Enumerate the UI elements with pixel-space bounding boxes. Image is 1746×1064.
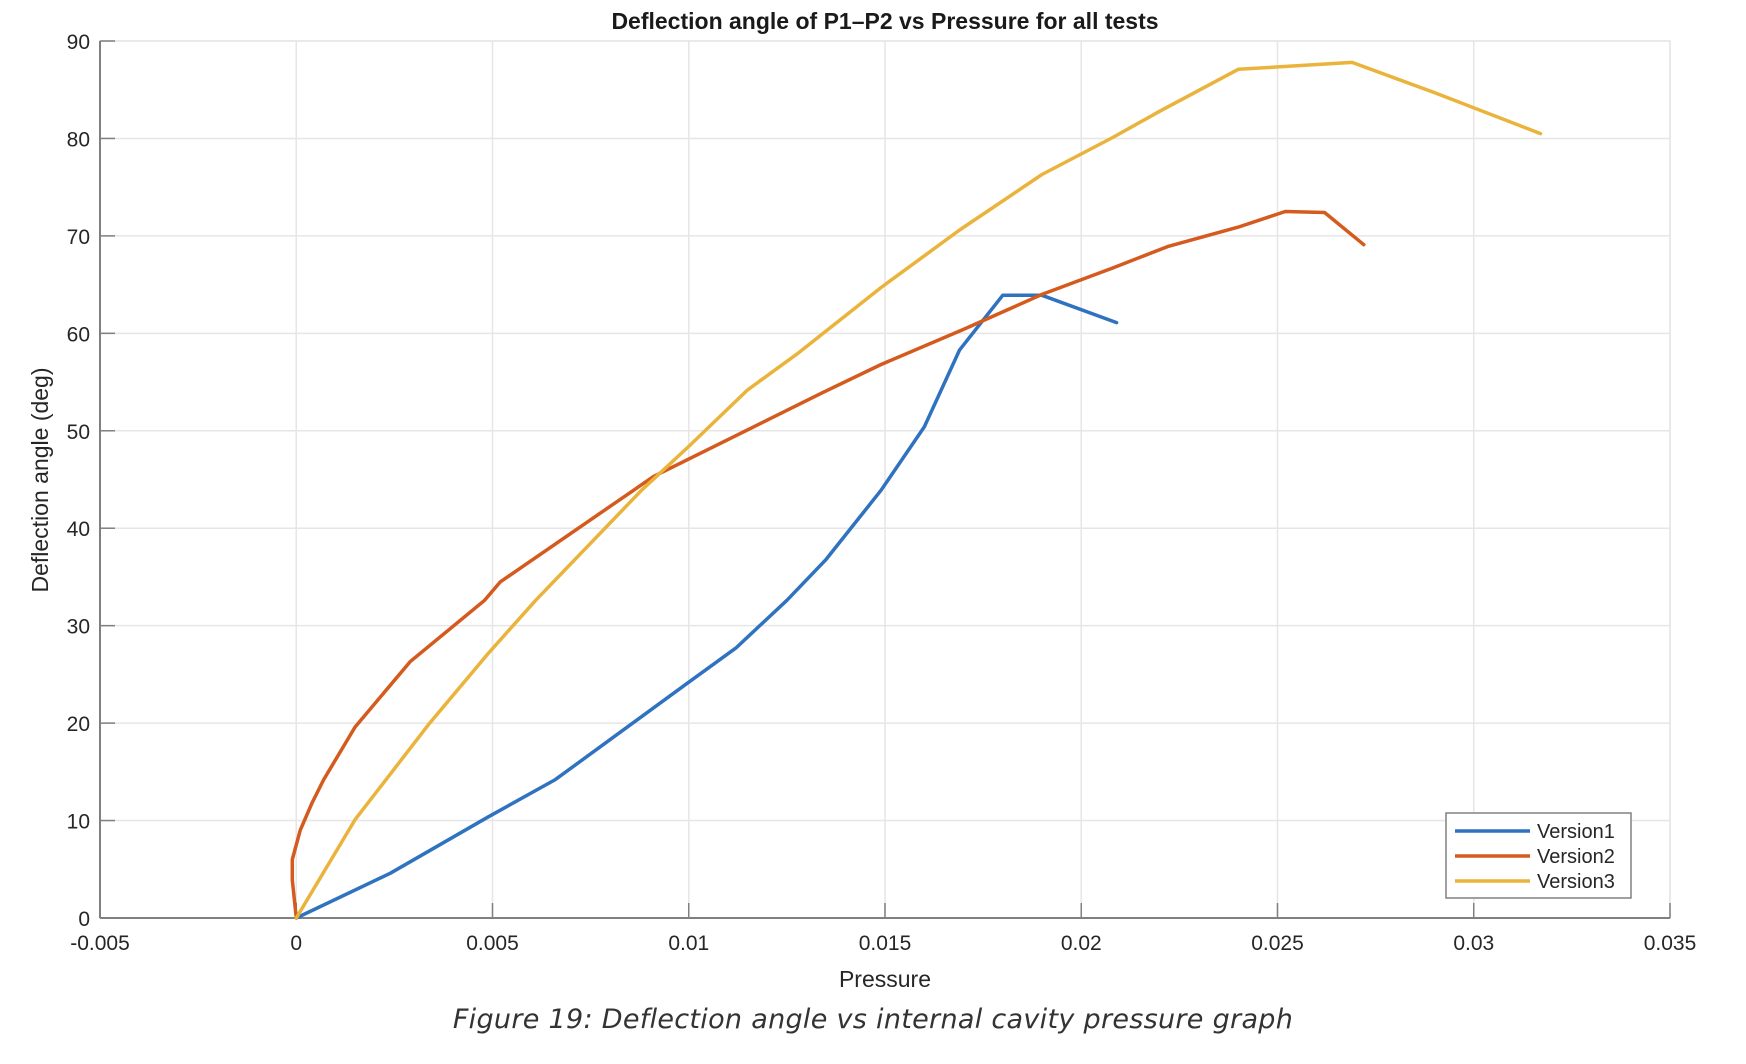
y-tick-label: 70 xyxy=(67,226,90,249)
legend-label: Version2 xyxy=(1537,846,1615,868)
series-lines xyxy=(290,60,1543,920)
legend-item: Version2 xyxy=(1455,846,1615,868)
legend: Version1 Version2 Version3 xyxy=(1445,812,1632,899)
y-tick-label: 40 xyxy=(67,518,90,541)
chart: -0.005 0 0.005 0.01 0.015 0.02 0.025 0.03 0.0350… xyxy=(27,8,1697,992)
y-tick-label: 20 xyxy=(67,713,90,736)
legend-item: Version1 xyxy=(1455,821,1615,843)
legend-label: Version1 xyxy=(1537,821,1615,843)
x-tick-label: 0 xyxy=(290,932,302,955)
y-tick-label: 30 xyxy=(67,616,90,639)
legend-label: Version3 xyxy=(1537,871,1615,893)
series-line-version3 xyxy=(294,60,1543,920)
x-tick-label: 0.035 xyxy=(1644,932,1697,955)
x-tick-label: 0.025 xyxy=(1251,932,1304,955)
y-tick-label: 50 xyxy=(67,421,90,444)
y-tick-label: 90 xyxy=(67,31,90,54)
x-tick-label: -0.005 xyxy=(70,932,130,955)
legend-item: Version3 xyxy=(1455,871,1615,893)
x-tick-label: 0.005 xyxy=(466,932,519,955)
x-tick-label: 0.01 xyxy=(668,932,709,955)
y-axis-label: Deflection angle (deg) xyxy=(27,367,53,592)
figure-caption: Figure 19: Deflection angle vs internal … xyxy=(452,1004,1294,1035)
y-tick-label: 80 xyxy=(67,128,90,151)
y-tick-label: 10 xyxy=(67,811,90,834)
y-tick-label: 0 xyxy=(78,908,90,931)
chart-title: Deflection angle of P1–P2 vs Pressure fo… xyxy=(611,8,1158,34)
axis-ticks: -0.005 0 0.005 0.01 0.015 0.02 0.025 0.03 0.0350… xyxy=(67,31,1697,955)
series-line-version2 xyxy=(290,209,1366,920)
y-tick-label: 60 xyxy=(67,323,90,346)
series-line-version1 xyxy=(294,293,1119,920)
x-tick-label: 0.015 xyxy=(859,932,912,955)
x-axis-label: Pressure xyxy=(839,966,931,992)
x-tick-label: 0.02 xyxy=(1061,932,1102,955)
x-tick-label: 0.03 xyxy=(1453,932,1494,955)
grid xyxy=(99,40,1671,919)
